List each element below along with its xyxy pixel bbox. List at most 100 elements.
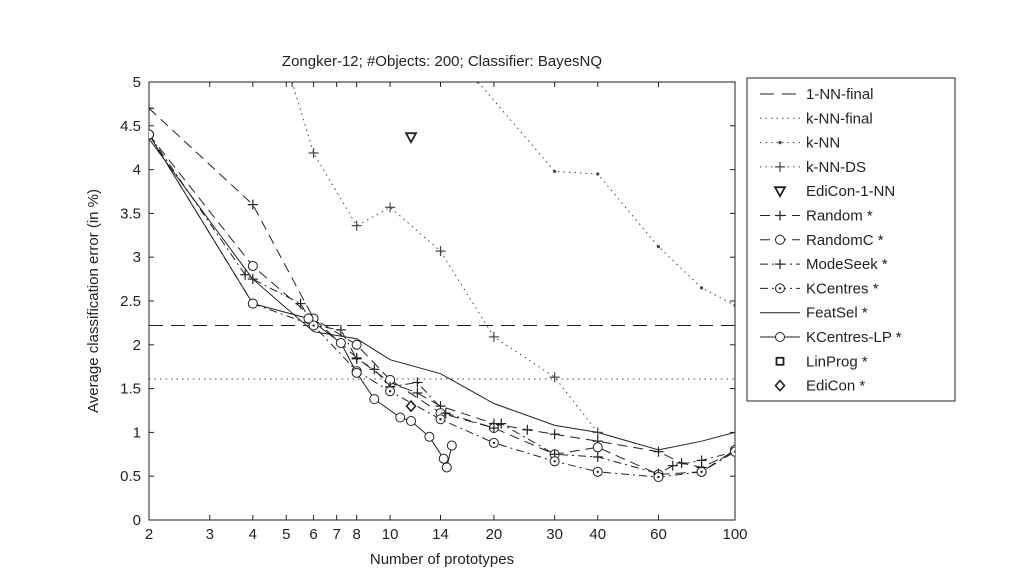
y-tick-label: 3 <box>133 249 141 266</box>
series-line-featsel <box>149 138 735 451</box>
y-tick-label: 1 <box>133 424 141 441</box>
data-point-random <box>522 424 533 435</box>
x-tick-label: 30 <box>546 526 563 543</box>
data-point-randomc <box>247 260 258 271</box>
data-point-k-nn-ds <box>351 220 362 231</box>
data-point-k-nn <box>699 286 704 290</box>
data-point-k-nn <box>476 82 480 84</box>
data-point-random <box>549 429 560 440</box>
y-tick-label: 5 <box>133 74 141 91</box>
data-point-k-nn <box>596 172 600 176</box>
data-point-kcentres-lp <box>424 431 435 442</box>
data-point-k-nn-ds <box>488 331 499 342</box>
data-point-modeseek <box>592 451 603 462</box>
legend-label-kcentres-lp: KCentres-LP * <box>806 329 902 346</box>
data-point-random <box>149 103 154 114</box>
legend-marker-edicon-1-nn <box>773 186 787 199</box>
data-point-modeseek <box>351 353 362 364</box>
data-point-random <box>412 387 423 398</box>
x-tick-label: 60 <box>650 526 667 543</box>
data-point-modeseek <box>488 423 499 434</box>
legend-marker-k-nn <box>778 141 782 145</box>
x-tick-label: 2 <box>145 526 153 543</box>
legend-entry-kcentres-lp: KCentres-LP * <box>760 329 902 346</box>
legend-marker-linprog <box>775 356 785 366</box>
legend-marker-random <box>775 210 785 221</box>
data-point-modeseek <box>369 364 380 375</box>
series-line-k-nn <box>477 82 735 306</box>
y-tick-label: 4 <box>133 162 141 179</box>
legend-marker-edicon <box>774 379 786 392</box>
legend-entry-k-nn-final: k-NN-final <box>760 110 873 127</box>
legend-entry-edicon-1-nn: EdiCon-1-NN <box>773 183 895 200</box>
legend-label-edicon: EdiCon * <box>806 378 865 395</box>
legend-label-edicon-1-nn: EdiCon-1-NN <box>806 183 895 200</box>
legend-label-k-nn-ds: k-NN-DS <box>806 159 866 176</box>
data-point-random <box>653 446 664 457</box>
data-point-k-nn-ds <box>287 82 298 87</box>
legend-entry-linprog: LinProg * <box>775 353 868 370</box>
data-point-modeseek <box>240 269 251 280</box>
legend-entry-1-nn-final: 1-NN-final <box>760 86 874 103</box>
data-point-modeseek <box>440 408 451 419</box>
data-point-k-nn <box>656 245 661 249</box>
legend-marker-kcentres <box>775 283 785 294</box>
y-tick-label: 2 <box>133 337 141 354</box>
legend-entry-featsel: FeatSel * <box>760 305 868 322</box>
y-tick-label: 2.5 <box>120 293 141 310</box>
data-point-modeseek <box>295 298 306 309</box>
y-tick-label: 1.5 <box>120 381 141 398</box>
data-point-kcentres-lp <box>441 462 452 473</box>
data-point-kcentres <box>308 320 319 331</box>
x-tick-label: 6 <box>309 526 317 543</box>
legend-label-random: Random * <box>806 208 873 225</box>
legend-marker-randomc <box>775 234 785 245</box>
data-point-randomc <box>351 339 362 350</box>
data-point-kcentres-lp <box>395 412 406 423</box>
data-point-modeseek <box>247 274 258 285</box>
data-point-kcentres-lp <box>303 313 314 324</box>
data-point-k-nn-ds <box>549 372 560 383</box>
series-line-k-nn-ds <box>291 82 599 433</box>
marker-layer <box>149 82 735 483</box>
x-tick-label: 20 <box>486 526 503 543</box>
legend-entry-k-nn-ds: k-NN-DS <box>760 159 866 176</box>
y-tick-label: 0.5 <box>120 468 141 485</box>
legend-marker-kcentres-lp <box>775 332 785 342</box>
legend-entry-random: Random * <box>760 208 873 225</box>
x-tick-label: 10 <box>382 526 399 543</box>
legend-label-featsel: FeatSel * <box>806 305 868 322</box>
data-point-modeseek <box>335 324 346 335</box>
data-point-k-nn-ds <box>435 246 446 257</box>
legend-label-1-nn-final: 1-NN-final <box>806 86 874 103</box>
legend-label-linprog: LinProg * <box>806 353 868 370</box>
data-point-modeseek <box>667 460 678 471</box>
data-point-kcentres <box>385 386 396 397</box>
data-point-modeseek <box>412 377 423 388</box>
data-point-kcentres <box>488 437 499 448</box>
legend-entry-kcentres: KCentres * <box>760 280 879 297</box>
data-point-edicon <box>405 399 417 413</box>
data-point-kcentres-lp <box>446 440 457 451</box>
legend-label-kcentres: KCentres * <box>806 280 879 297</box>
x-tick-label: 4 <box>249 526 257 543</box>
x-tick-label: 40 <box>589 526 606 543</box>
legend: 1-NN-final k-NN-final k-NN k-NN-DS EdiCon-1-… <box>746 77 956 402</box>
legend-label-modeseek: ModeSeek * <box>806 256 888 273</box>
data-point-k-nn-ds <box>592 427 603 438</box>
y-axis-label: Average classification error (in %) <box>85 189 102 413</box>
x-tick-label: 100 <box>722 526 747 543</box>
data-point-kcentres <box>549 456 560 467</box>
legend-marker-k-nn-ds <box>775 161 785 172</box>
data-point-random <box>676 458 687 469</box>
x-axis: 2 3 4 5 6 7 8 10 14 20 30 40 60 100 <box>145 82 748 543</box>
data-point-modeseek <box>696 455 707 466</box>
data-point-k-nn <box>553 169 557 173</box>
series-line-kcentres <box>149 134 735 478</box>
data-point-kcentres <box>592 466 603 477</box>
data-point-kcentres <box>730 446 735 457</box>
y-tick-label: 4.5 <box>120 118 141 135</box>
x-tick-label: 14 <box>432 526 449 543</box>
legend-entry-modeseek: ModeSeek * <box>760 256 888 273</box>
